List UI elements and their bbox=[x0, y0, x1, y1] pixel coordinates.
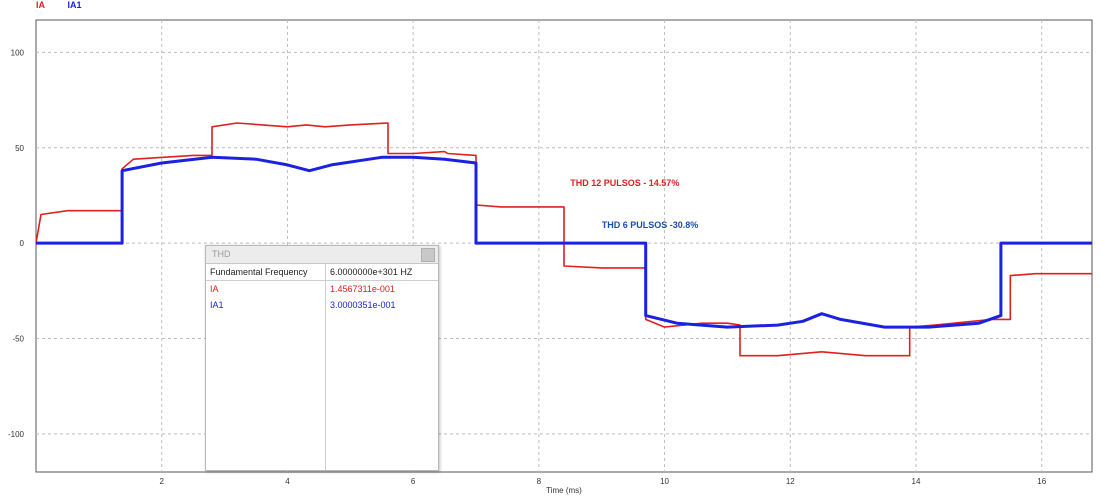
legend-item-ia1: IA1 bbox=[67, 0, 82, 10]
x-axis-label: Time (ms) bbox=[546, 486, 582, 495]
row-name-ia: IA bbox=[210, 284, 219, 294]
row-value-ia1: 3.0000351e-001 bbox=[330, 300, 396, 310]
x-tick-label: 8 bbox=[537, 477, 542, 486]
x-tick-label: 16 bbox=[1037, 477, 1046, 486]
legend-item-ia: IA bbox=[36, 0, 45, 10]
table-row: Fundamental Frequency 6.0000000e+301 HZ bbox=[206, 264, 438, 281]
legend: IA IA1 bbox=[36, 0, 102, 10]
row-value-fundamental: 6.0000000e+301 HZ bbox=[330, 267, 413, 277]
x-tick-label: 6 bbox=[411, 477, 416, 486]
x-tick-label: 14 bbox=[912, 477, 921, 486]
thd-window-title: THD bbox=[212, 249, 231, 259]
row-value-ia: 1.4567311e-001 bbox=[330, 284, 395, 294]
row-name-fundamental: Fundamental Frequency bbox=[210, 267, 308, 277]
y-tick-label: 0 bbox=[20, 239, 25, 248]
series-line-ia1 bbox=[36, 155, 1092, 329]
close-icon[interactable] bbox=[421, 248, 435, 262]
thd-window[interactable]: THD Fundamental Frequency 6.0000000e+301… bbox=[205, 245, 439, 471]
column-divider bbox=[325, 264, 326, 470]
thd-titlebar[interactable]: THD bbox=[206, 246, 438, 264]
annotation-thd-1: THD 6 PULSOS -30.8% bbox=[602, 220, 699, 230]
x-tick-label: 2 bbox=[159, 477, 164, 486]
annotation-thd-0: THD 12 PULSOS - 14.57% bbox=[570, 178, 679, 188]
x-tick-label: 4 bbox=[285, 477, 290, 486]
y-tick-label: -100 bbox=[8, 430, 25, 439]
y-tick-label: 100 bbox=[11, 48, 25, 57]
y-tick-label: 50 bbox=[15, 144, 24, 153]
thd-table: Fundamental Frequency 6.0000000e+301 HZ … bbox=[206, 264, 438, 470]
series-line-ia bbox=[35, 122, 1092, 357]
x-tick-label: 10 bbox=[660, 477, 669, 486]
table-row: IA 1.4567311e-001 bbox=[206, 281, 438, 297]
row-name-ia1: IA1 bbox=[210, 300, 224, 310]
y-tick-label: -50 bbox=[12, 334, 24, 343]
x-tick-label: 12 bbox=[786, 477, 795, 486]
table-row: IA1 3.0000351e-001 bbox=[206, 297, 438, 313]
